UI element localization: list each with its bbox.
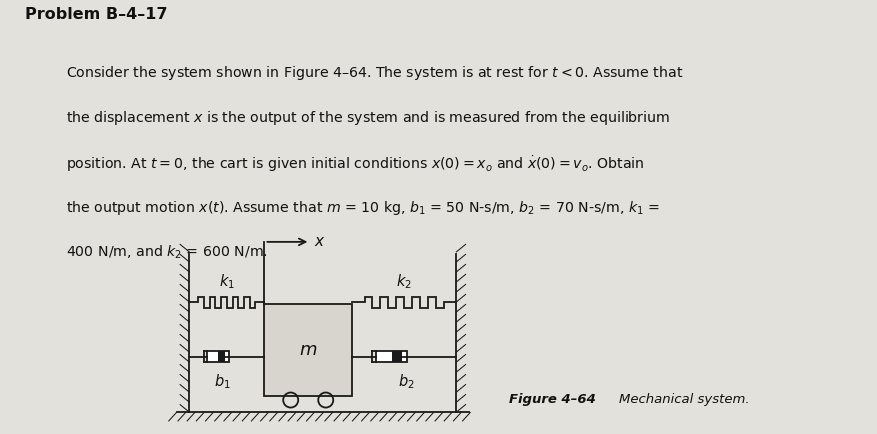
Text: the displacement $x$ is the output of the system and is measured from the equili: the displacement $x$ is the output of th… xyxy=(66,109,670,127)
Bar xyxy=(218,352,225,362)
Bar xyxy=(376,351,407,362)
Text: Figure 4–64: Figure 4–64 xyxy=(509,393,600,406)
Text: Mechanical system.: Mechanical system. xyxy=(619,393,750,406)
Text: $x$: $x$ xyxy=(314,234,325,250)
Text: the output motion $x(t)$. Assume that $m$ = 10 kg, $b_1$ = 50 N-s/m, $b_2$ = 70 : the output motion $x(t)$. Assume that $m… xyxy=(66,199,660,217)
Bar xyxy=(264,305,352,396)
Text: Consider the system shown in Figure 4–64. The system is at rest for $t < 0$. Ass: Consider the system shown in Figure 4–64… xyxy=(66,64,683,82)
Text: 400 N/m, and $k_2$ = 600 N/m.: 400 N/m, and $k_2$ = 600 N/m. xyxy=(66,244,267,261)
Bar xyxy=(207,351,229,362)
Text: $m$: $m$ xyxy=(299,342,317,359)
Bar xyxy=(392,352,403,362)
Text: $k_2$: $k_2$ xyxy=(396,272,412,291)
Text: position. At $t = 0$, the cart is given initial conditions $x(0) = x_o$ and $\do: position. At $t = 0$, the cart is given … xyxy=(66,154,645,174)
Text: $k_1$: $k_1$ xyxy=(219,272,235,291)
Text: $b_2$: $b_2$ xyxy=(398,372,415,391)
Text: $b_1$: $b_1$ xyxy=(214,372,231,391)
Text: Problem B–4–17: Problem B–4–17 xyxy=(25,7,167,22)
